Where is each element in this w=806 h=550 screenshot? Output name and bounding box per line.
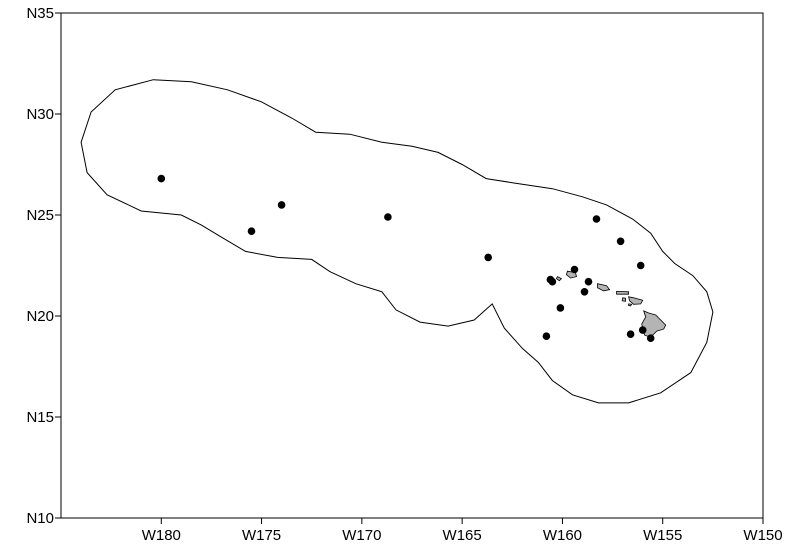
x-tick-label: W155 — [643, 527, 682, 544]
y-tick-label: N35 — [26, 5, 54, 22]
plot-frame — [60, 12, 764, 519]
station-point — [157, 174, 166, 183]
x-tick-label: W150 — [743, 527, 782, 544]
station-point — [384, 213, 392, 221]
boundary-layer — [80, 79, 714, 404]
station-point — [277, 201, 286, 209]
coverage-boundary — [80, 79, 714, 404]
station-point — [548, 277, 557, 286]
y-tick-label: N25 — [26, 207, 54, 224]
station-point — [646, 334, 655, 343]
station-point — [616, 237, 625, 246]
station-point — [247, 227, 256, 235]
x-tick-label: W175 — [242, 527, 281, 544]
island-kahoolawe — [628, 303, 633, 307]
station-point — [570, 265, 579, 274]
station-point — [626, 330, 635, 339]
station-point — [580, 288, 589, 296]
island-layer — [555, 270, 667, 338]
island-molokai — [616, 290, 629, 295]
island-niihau — [555, 276, 563, 282]
island-maui — [628, 296, 644, 305]
station-point — [484, 253, 493, 262]
station-point — [584, 277, 593, 286]
x-axis: W180 W175 W170 W165 W160 W155 W150 — [142, 518, 783, 544]
island-hawaii — [641, 310, 667, 338]
island-oahu — [597, 283, 611, 292]
station-point — [638, 326, 647, 334]
x-tick-label: W165 — [443, 527, 482, 544]
y-tick-label: N10 — [26, 510, 54, 527]
station-point — [542, 332, 551, 341]
y-tick-label: N30 — [26, 106, 54, 123]
station-point — [556, 304, 565, 312]
station-point — [592, 215, 601, 223]
station-layer — [157, 174, 655, 343]
x-tick-label: W180 — [142, 527, 181, 544]
x-tick-label: W170 — [342, 527, 381, 544]
island-lanai — [621, 297, 626, 302]
x-tick-label: W160 — [543, 527, 582, 544]
station-point — [636, 261, 645, 270]
y-tick-label: N20 — [26, 308, 54, 325]
y-axis: N35 N30 N25 N20 N15 N10 — [26, 5, 61, 527]
y-tick-label: N15 — [26, 409, 54, 426]
